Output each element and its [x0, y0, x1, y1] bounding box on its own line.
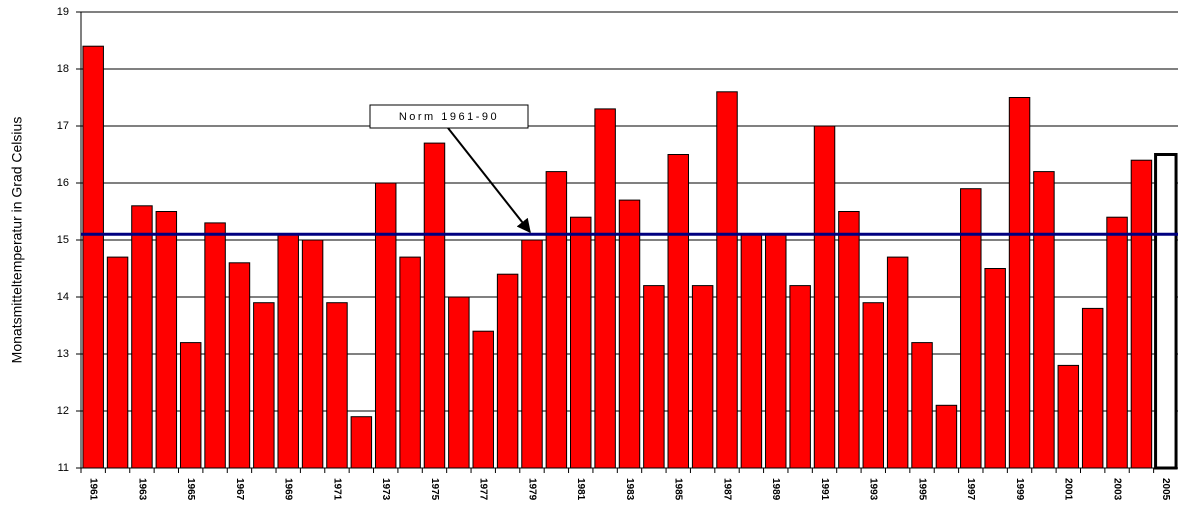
bar — [935, 404, 958, 469]
x-tick-label: 1987 — [721, 478, 732, 501]
bar — [838, 211, 860, 469]
bar — [496, 273, 519, 469]
bar — [179, 342, 202, 469]
bar — [472, 330, 494, 469]
bar — [131, 205, 153, 469]
y-tick-label: 11 — [58, 462, 69, 474]
bar — [423, 142, 446, 469]
bar — [277, 233, 299, 469]
bar — [228, 262, 251, 469]
x-tick-label: 1981 — [575, 478, 586, 501]
x-tick-label: 1965 — [185, 478, 196, 501]
bar — [1106, 216, 1128, 469]
x-tick-label: 1977 — [478, 478, 489, 501]
bar — [765, 233, 787, 469]
bar — [716, 91, 738, 469]
bar — [570, 216, 592, 469]
x-tick-label: 1973 — [380, 478, 391, 501]
bar — [667, 154, 689, 469]
bar — [326, 302, 348, 469]
x-tick-label: 2001 — [1063, 478, 1074, 501]
y-tick-label: 13 — [57, 348, 69, 360]
x-tick-label: 2005 — [1160, 478, 1171, 501]
x-tick-label: 1999 — [1014, 478, 1025, 501]
y-tick-label: 19 — [57, 6, 69, 18]
bar — [448, 296, 470, 469]
bar — [691, 285, 714, 469]
annotation: Norm 1961-90 — [399, 111, 499, 123]
y-tick-label: 12 — [57, 405, 69, 417]
x-tick-label: 1983 — [624, 478, 635, 501]
x-tick-label: 1967 — [234, 478, 245, 501]
x-tick-label: 1993 — [868, 478, 879, 501]
x-tick-label: 1963 — [136, 478, 147, 501]
bar — [789, 285, 811, 469]
bar — [984, 268, 1006, 469]
y-tick-label: 18 — [57, 63, 69, 75]
bar — [204, 222, 226, 469]
bar — [618, 199, 641, 469]
bar — [886, 256, 909, 469]
y-tick-label: 16 — [57, 177, 69, 189]
x-tick-label: 1969 — [283, 478, 294, 501]
bar — [960, 188, 982, 469]
bar — [1154, 153, 1178, 470]
bar — [1130, 159, 1153, 469]
x-tick-label: 1979 — [526, 478, 537, 501]
bar — [521, 239, 543, 469]
x-tick-label: 1961 — [88, 478, 99, 501]
bar — [1081, 307, 1104, 469]
bar — [740, 233, 763, 469]
y-tick-label: 17 — [57, 120, 69, 132]
x-tick-label: 2003 — [1111, 478, 1122, 501]
x-tick-label: 1989 — [770, 478, 781, 501]
bar — [862, 302, 885, 469]
bar — [643, 285, 665, 469]
bar — [399, 256, 421, 469]
bar — [911, 342, 933, 469]
bar — [545, 171, 568, 469]
bar — [1033, 171, 1055, 469]
bar — [1057, 364, 1080, 469]
bar — [1008, 97, 1031, 469]
bar — [155, 211, 178, 469]
annotation-arrow — [447, 127, 531, 234]
y-axis-label: Monatsmitteltemperatur in Grad Celsius — [9, 117, 25, 364]
bar — [253, 302, 275, 469]
bar — [594, 108, 616, 469]
bar — [813, 125, 836, 469]
y-tick-label: 15 — [57, 234, 69, 246]
bar — [301, 239, 324, 469]
bar — [106, 256, 129, 469]
x-tick-label: 1991 — [819, 478, 830, 501]
x-tick-label: 1997 — [965, 478, 976, 501]
bar — [350, 416, 373, 469]
x-tick-label: 1975 — [429, 478, 440, 501]
y-tick-label: 14 — [57, 291, 69, 303]
bar — [82, 45, 104, 469]
x-tick-label: 1971 — [331, 478, 342, 501]
x-tick-label: 1985 — [673, 478, 684, 501]
bar — [374, 182, 397, 469]
x-tick-label: 1995 — [916, 478, 927, 501]
